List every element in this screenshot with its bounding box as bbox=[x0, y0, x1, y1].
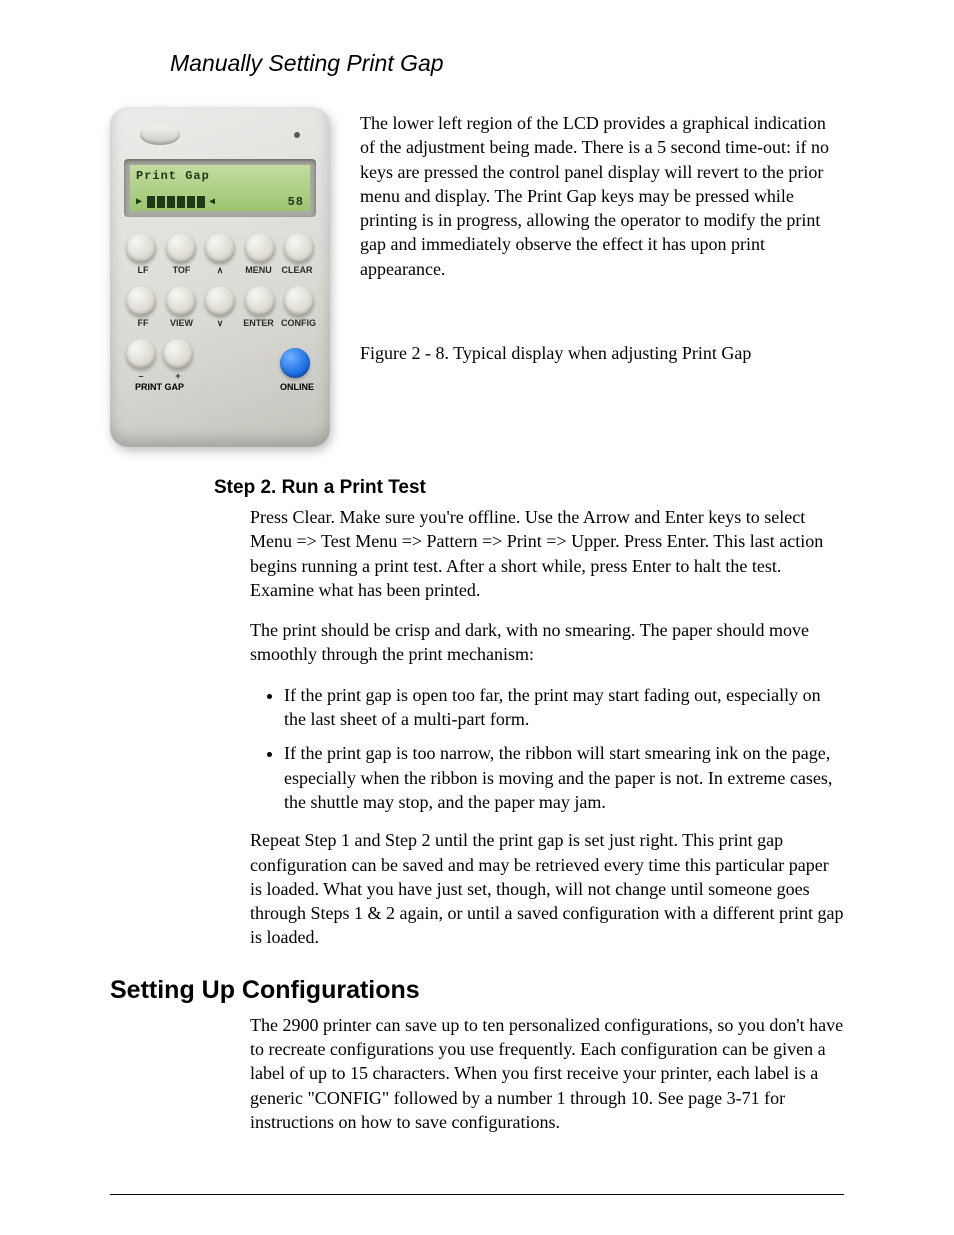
menu-key[interactable] bbox=[245, 233, 275, 263]
up-key[interactable] bbox=[205, 233, 235, 263]
step2-bullet-1: If the print gap is open too far, the pr… bbox=[284, 683, 844, 732]
printgap-pm-labels: – + bbox=[126, 371, 193, 381]
page-title: Manually Setting Print Gap bbox=[170, 50, 844, 77]
configs-heading: Setting Up Configurations bbox=[110, 976, 844, 1005]
printgap-title: PRINT GAP bbox=[126, 382, 193, 392]
footer-rule bbox=[110, 1194, 844, 1195]
row2-labels: FF VIEW ∨ ENTER CONFIG bbox=[126, 318, 314, 329]
printgap-minus-key[interactable] bbox=[126, 339, 156, 369]
figure-text-column: The lower left region of the LCD provide… bbox=[360, 107, 844, 447]
online-key[interactable] bbox=[280, 348, 310, 378]
figure-row: Print Gap 58 bbox=[110, 107, 844, 447]
step2-p2: The print should be crisp and dark, with… bbox=[250, 618, 844, 667]
control-panel-body: Print Gap 58 bbox=[110, 107, 330, 447]
lcd-value: 58 bbox=[288, 195, 304, 209]
ff-key[interactable] bbox=[126, 286, 156, 316]
lcd-bargraph bbox=[136, 196, 216, 208]
view-key[interactable] bbox=[166, 286, 196, 316]
down-key[interactable] bbox=[205, 286, 235, 316]
step2-p1: Press Clear. Make sure you're offline. U… bbox=[250, 505, 844, 602]
configs-block: The 2900 printer can save up to ten pers… bbox=[250, 1013, 844, 1134]
step2-bullet-2: If the print gap is too narrow, the ribb… bbox=[284, 741, 844, 814]
figure-paragraph: The lower left region of the LCD provide… bbox=[360, 111, 844, 281]
indicator-led bbox=[140, 125, 180, 145]
figure-caption: Figure 2 - 8. Typical display when adjus… bbox=[360, 341, 844, 365]
lcd-frame: Print Gap 58 bbox=[124, 159, 316, 217]
printgap-plus-key[interactable] bbox=[163, 339, 193, 369]
keypad: LF TOF ∧ MENU CLEAR FF bbox=[124, 233, 316, 392]
enter-key[interactable] bbox=[245, 286, 275, 316]
row1-labels: LF TOF ∧ MENU CLEAR bbox=[126, 265, 314, 276]
clear-key[interactable] bbox=[284, 233, 314, 263]
lcd-line1: Print Gap bbox=[136, 169, 304, 183]
control-panel-figure: Print Gap 58 bbox=[110, 107, 330, 447]
step2-heading: Step 2. Run a Print Test bbox=[214, 477, 844, 499]
step2-bullets: If the print gap is open too far, the pr… bbox=[250, 683, 844, 814]
page: Manually Setting Print Gap Print Gap bbox=[0, 0, 954, 1235]
step2-block: Step 2. Run a Print Test Press Clear. Ma… bbox=[250, 477, 844, 950]
lcd-display: Print Gap 58 bbox=[130, 165, 310, 211]
lf-key[interactable] bbox=[126, 233, 156, 263]
config-key[interactable] bbox=[284, 286, 314, 316]
configs-p1: The 2900 printer can save up to ten pers… bbox=[250, 1013, 844, 1134]
indicator-dot bbox=[294, 132, 300, 138]
tof-key[interactable] bbox=[166, 233, 196, 263]
online-label: ONLINE bbox=[280, 382, 314, 392]
step2-p3: Repeat Step 1 and Step 2 until the print… bbox=[250, 828, 844, 949]
